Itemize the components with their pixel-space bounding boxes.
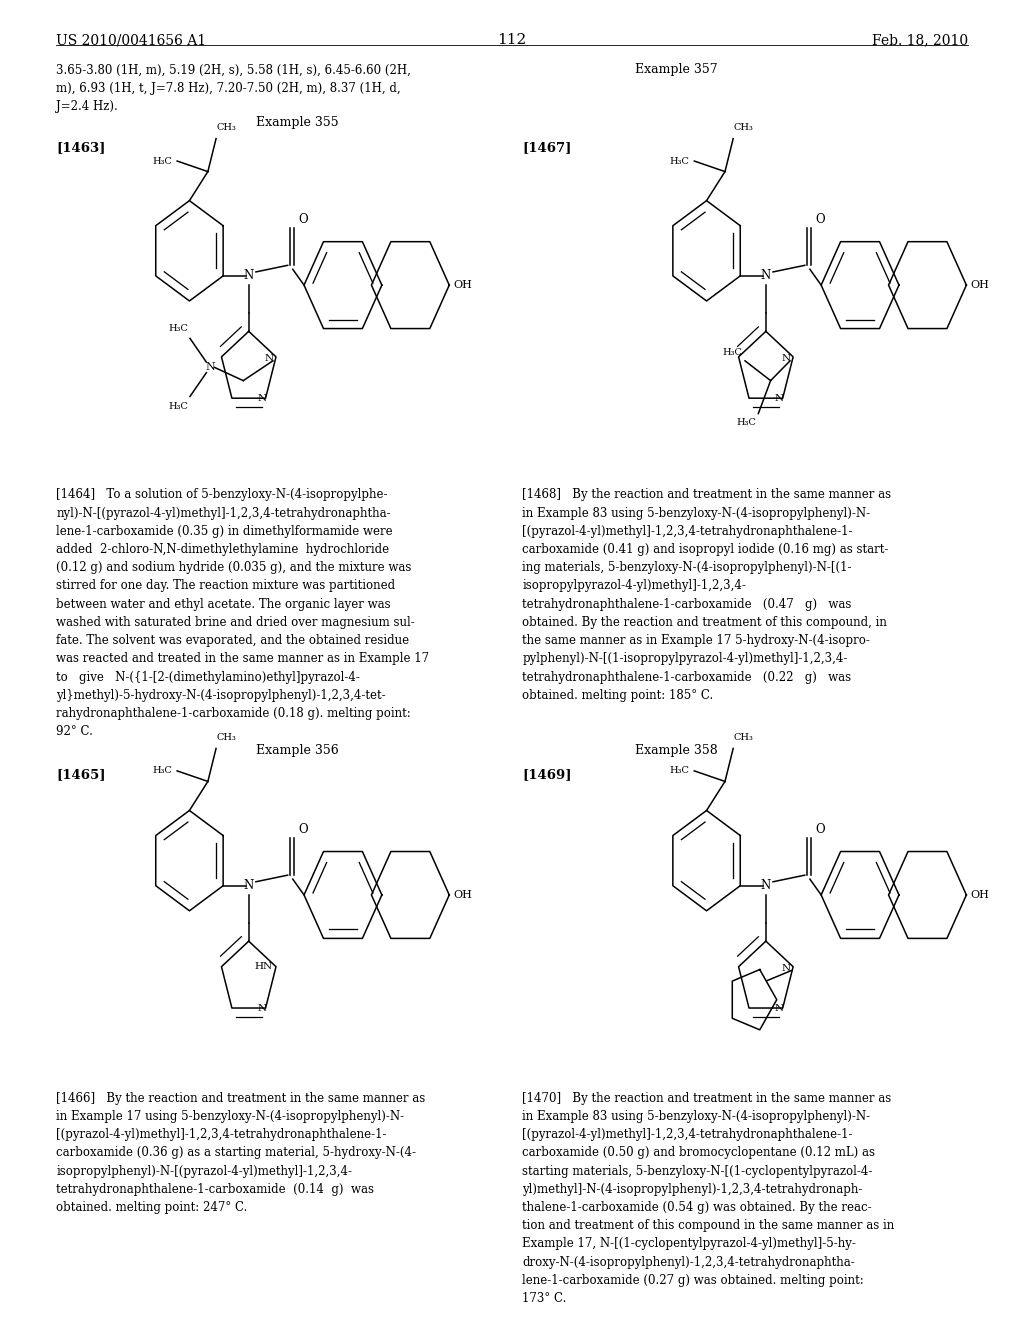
Text: Example 356: Example 356	[256, 744, 339, 758]
Text: N: N	[244, 269, 254, 282]
Text: [1464]   To a solution of 5-benzyloxy-N-(4-isopropylphe-: [1464] To a solution of 5-benzyloxy-N-(4…	[56, 488, 388, 502]
Text: [1470]   By the reaction and treatment in the same manner as: [1470] By the reaction and treatment in …	[522, 1092, 892, 1105]
Text: was reacted and treated in the same manner as in Example 17: was reacted and treated in the same mann…	[56, 652, 429, 665]
Text: in Example 83 using 5-benzyloxy-N-(4-isopropylphenyl)-N-: in Example 83 using 5-benzyloxy-N-(4-iso…	[522, 1110, 870, 1123]
Text: N: N	[206, 363, 215, 372]
Text: O: O	[298, 822, 307, 836]
Text: OH: OH	[454, 890, 472, 900]
Text: CH₃: CH₃	[733, 733, 753, 742]
Text: yl)methyl]-N-(4-isopropylphenyl)-1,2,3,4-tetrahydronaph-: yl)methyl]-N-(4-isopropylphenyl)-1,2,3,4…	[522, 1183, 862, 1196]
Text: ing materials, 5-benzyloxy-N-(4-isopropylphenyl)-N-[(1-: ing materials, 5-benzyloxy-N-(4-isopropy…	[522, 561, 852, 574]
Text: [1468]   By the reaction and treatment in the same manner as: [1468] By the reaction and treatment in …	[522, 488, 891, 502]
Text: N: N	[257, 1003, 266, 1012]
Text: CH₃: CH₃	[733, 123, 753, 132]
Text: in Example 83 using 5-benzyloxy-N-(4-isopropylphenyl)-N-: in Example 83 using 5-benzyloxy-N-(4-iso…	[522, 507, 870, 520]
Text: CH₃: CH₃	[216, 733, 236, 742]
Text: to   give   N-({1-[2-(dimethylamino)ethyl]pyrazol-4-: to give N-({1-[2-(dimethylamino)ethyl]py…	[56, 671, 360, 684]
Text: obtained. melting point: 185° C.: obtained. melting point: 185° C.	[522, 689, 714, 702]
Text: Example 17, N-[(1-cyclopentylpyrazol-4-yl)methyl]-5-hy-: Example 17, N-[(1-cyclopentylpyrazol-4-y…	[522, 1237, 856, 1250]
Text: between water and ethyl acetate. The organic layer was: between water and ethyl acetate. The org…	[56, 598, 391, 611]
Text: lene-1-carboxamide (0.27 g) was obtained. melting point:: lene-1-carboxamide (0.27 g) was obtained…	[522, 1274, 864, 1287]
Text: Example 355: Example 355	[256, 116, 339, 129]
Text: H₃C: H₃C	[153, 767, 172, 775]
Text: J=2.4 Hz).: J=2.4 Hz).	[56, 100, 118, 112]
Text: tetrahydronaphthalene-1-carboxamide  (0.14  g)  was: tetrahydronaphthalene-1-carboxamide (0.1…	[56, 1183, 375, 1196]
Text: rahydronaphthalene-1-carboxamide (0.18 g). melting point:: rahydronaphthalene-1-carboxamide (0.18 g…	[56, 708, 411, 719]
Text: carboxamide (0.41 g) and isopropyl iodide (0.16 mg) as start-: carboxamide (0.41 g) and isopropyl iodid…	[522, 543, 889, 556]
Text: washed with saturated brine and dried over magnesium sul-: washed with saturated brine and dried ov…	[56, 616, 415, 628]
Text: stirred for one day. The reaction mixture was partitioned: stirred for one day. The reaction mixtur…	[56, 579, 395, 593]
Text: O: O	[298, 213, 307, 226]
Text: [1463]: [1463]	[56, 141, 105, 154]
Text: [1465]: [1465]	[56, 768, 105, 781]
Text: the same manner as in Example 17 5-hydroxy-N-(4-isopro-: the same manner as in Example 17 5-hydro…	[522, 634, 870, 647]
Text: starting materials, 5-benzyloxy-N-[(1-cyclopentylpyrazol-4-: starting materials, 5-benzyloxy-N-[(1-cy…	[522, 1164, 872, 1177]
Text: tion and treatment of this compound in the same manner as in: tion and treatment of this compound in t…	[522, 1220, 895, 1232]
Text: tetrahydronaphthalene-1-carboxamide   (0.22   g)   was: tetrahydronaphthalene-1-carboxamide (0.2…	[522, 671, 851, 684]
Text: N: N	[782, 964, 792, 973]
Text: H₃C: H₃C	[168, 401, 188, 411]
Text: H₃C: H₃C	[722, 348, 742, 356]
Text: (0.12 g) and sodium hydride (0.035 g), and the mixture was: (0.12 g) and sodium hydride (0.035 g), a…	[56, 561, 412, 574]
Text: N: N	[761, 879, 771, 892]
Text: HN: HN	[255, 962, 273, 972]
Text: 92° C.: 92° C.	[56, 725, 93, 738]
Text: Example 358: Example 358	[635, 744, 718, 758]
Text: CH₃: CH₃	[216, 123, 236, 132]
Text: N: N	[265, 354, 274, 363]
Text: [1466]   By the reaction and treatment in the same manner as: [1466] By the reaction and treatment in …	[56, 1092, 426, 1105]
Text: 112: 112	[498, 33, 526, 48]
Text: carboxamide (0.36 g) as a starting material, 5-hydroxy-N-(4-: carboxamide (0.36 g) as a starting mater…	[56, 1146, 417, 1159]
Text: in Example 17 using 5-benzyloxy-N-(4-isopropylphenyl)-N-: in Example 17 using 5-benzyloxy-N-(4-iso…	[56, 1110, 404, 1123]
Text: H₃C: H₃C	[670, 157, 689, 165]
Text: H₃C: H₃C	[670, 767, 689, 775]
Text: H₃C: H₃C	[736, 417, 757, 426]
Text: O: O	[815, 213, 824, 226]
Text: [(pyrazol-4-yl)methyl]-1,2,3,4-tetrahydronaphthalene-1-: [(pyrazol-4-yl)methyl]-1,2,3,4-tetrahydr…	[56, 1129, 387, 1140]
Text: 3.65-3.80 (1H, m), 5.19 (2H, s), 5.58 (1H, s), 6.45-6.60 (2H,: 3.65-3.80 (1H, m), 5.19 (2H, s), 5.58 (1…	[56, 63, 412, 77]
Text: [(pyrazol-4-yl)methyl]-1,2,3,4-tetrahydronaphthalene-1-: [(pyrazol-4-yl)methyl]-1,2,3,4-tetrahydr…	[522, 525, 853, 537]
Text: US 2010/0041656 A1: US 2010/0041656 A1	[56, 33, 207, 48]
Text: N: N	[761, 269, 771, 282]
Text: 173° C.: 173° C.	[522, 1292, 566, 1305]
Text: obtained. By the reaction and treatment of this compound, in: obtained. By the reaction and treatment …	[522, 616, 887, 628]
Text: isopropylphenyl)-N-[(pyrazol-4-yl)methyl]-1,2,3,4-: isopropylphenyl)-N-[(pyrazol-4-yl)methyl…	[56, 1164, 352, 1177]
Text: tetrahydronaphthalene-1-carboxamide   (0.47   g)   was: tetrahydronaphthalene-1-carboxamide (0.4…	[522, 598, 852, 611]
Text: m), 6.93 (1H, t, J=7.8 Hz), 7.20-7.50 (2H, m), 8.37 (1H, d,: m), 6.93 (1H, t, J=7.8 Hz), 7.20-7.50 (2…	[56, 82, 401, 95]
Text: N: N	[244, 879, 254, 892]
Text: Example 357: Example 357	[635, 63, 718, 77]
Text: N: N	[774, 393, 783, 403]
Text: carboxamide (0.50 g) and bromocyclopentane (0.12 mL) as: carboxamide (0.50 g) and bromocyclopenta…	[522, 1146, 876, 1159]
Text: lene-1-carboxamide (0.35 g) in dimethylformamide were: lene-1-carboxamide (0.35 g) in dimethylf…	[56, 525, 393, 537]
Text: Feb. 18, 2010: Feb. 18, 2010	[871, 33, 968, 48]
Text: [1467]: [1467]	[522, 141, 571, 154]
Text: yl}methyl)-5-hydroxy-N-(4-isopropylphenyl)-1,2,3,4-tet-: yl}methyl)-5-hydroxy-N-(4-isopropylpheny…	[56, 689, 386, 702]
Text: N: N	[257, 393, 266, 403]
Text: N: N	[782, 354, 792, 363]
Text: N: N	[774, 1003, 783, 1012]
Text: pylphenyl)-N-[(1-isopropylpyrazol-4-yl)methyl]-1,2,3,4-: pylphenyl)-N-[(1-isopropylpyrazol-4-yl)m…	[522, 652, 848, 665]
Text: OH: OH	[454, 280, 472, 290]
Text: OH: OH	[971, 280, 989, 290]
Text: OH: OH	[971, 890, 989, 900]
Text: H₃C: H₃C	[153, 157, 172, 165]
Text: [(pyrazol-4-yl)methyl]-1,2,3,4-tetrahydronaphthalene-1-: [(pyrazol-4-yl)methyl]-1,2,3,4-tetrahydr…	[522, 1129, 853, 1140]
Text: O: O	[815, 822, 824, 836]
Text: obtained. melting point: 247° C.: obtained. melting point: 247° C.	[56, 1201, 248, 1214]
Text: H₃C: H₃C	[168, 325, 188, 333]
Text: nyl)-N-[(pyrazol-4-yl)methyl]-1,2,3,4-tetrahydronaphtha-: nyl)-N-[(pyrazol-4-yl)methyl]-1,2,3,4-te…	[56, 507, 391, 520]
Text: droxy-N-(4-isopropylphenyl)-1,2,3,4-tetrahydronaphtha-: droxy-N-(4-isopropylphenyl)-1,2,3,4-tetr…	[522, 1255, 855, 1269]
Text: isopropylpyrazol-4-yl)methyl]-1,2,3,4-: isopropylpyrazol-4-yl)methyl]-1,2,3,4-	[522, 579, 746, 593]
Text: thalene-1-carboxamide (0.54 g) was obtained. By the reac-: thalene-1-carboxamide (0.54 g) was obtai…	[522, 1201, 871, 1214]
Text: [1469]: [1469]	[522, 768, 571, 781]
Text: added  2-chloro-N,N-dimethylethylamine  hydrochloride: added 2-chloro-N,N-dimethylethylamine hy…	[56, 543, 389, 556]
Text: fate. The solvent was evaporated, and the obtained residue: fate. The solvent was evaporated, and th…	[56, 634, 410, 647]
